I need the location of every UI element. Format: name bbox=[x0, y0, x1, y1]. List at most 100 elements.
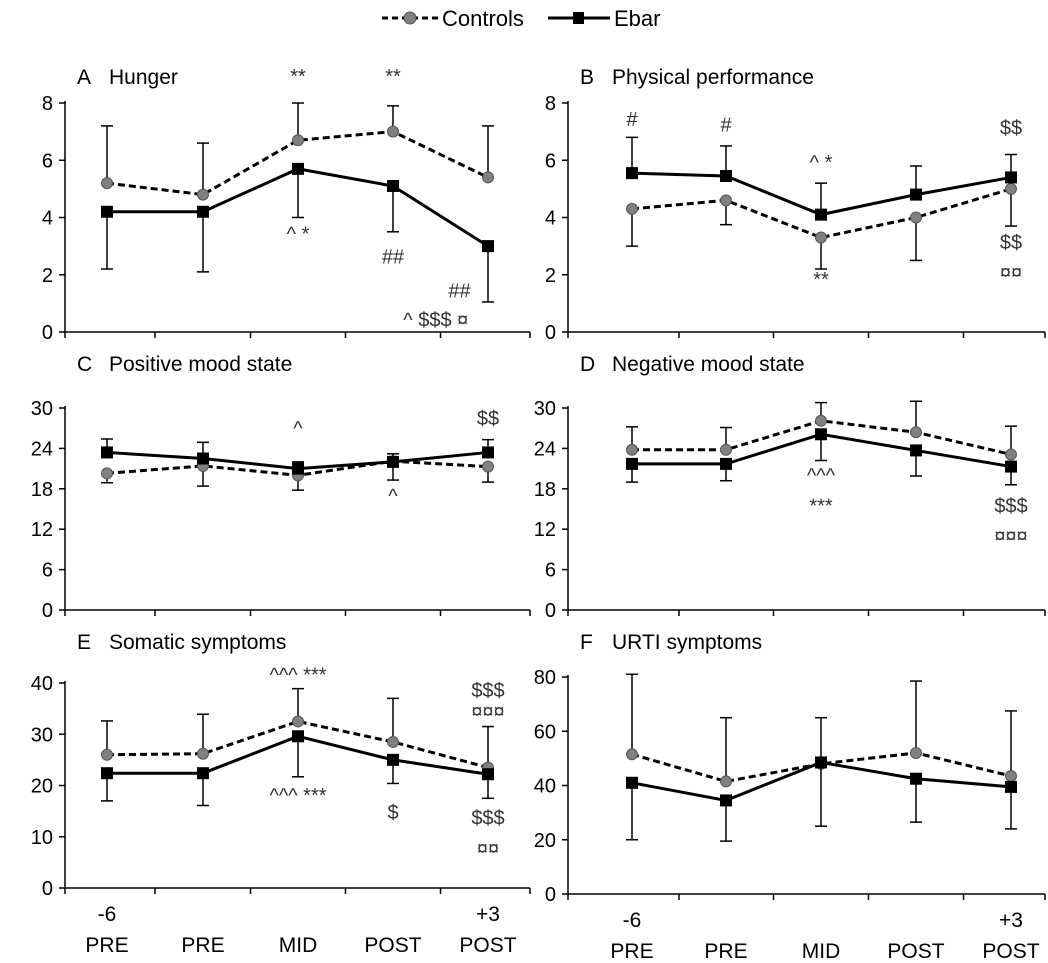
point-controls bbox=[197, 188, 209, 201]
significance-label: # bbox=[626, 109, 638, 131]
point-controls bbox=[482, 171, 494, 184]
point-ebar bbox=[292, 462, 304, 475]
y-tick-label: 0 bbox=[42, 600, 53, 622]
point-ebar bbox=[815, 428, 827, 441]
point-ebar bbox=[101, 767, 113, 780]
significance-label: ## bbox=[448, 281, 471, 303]
significance-label: ^ bbox=[293, 418, 303, 440]
panel-title: Positive mood state bbox=[109, 353, 292, 376]
x-tick-label-top: +3 bbox=[476, 903, 500, 926]
significance-label: $ bbox=[387, 802, 398, 824]
significance-label: ¤¤¤ bbox=[471, 701, 504, 723]
y-tick-label: 4 bbox=[42, 208, 53, 230]
point-ebar bbox=[626, 457, 638, 470]
point-controls bbox=[1005, 448, 1017, 461]
y-tick-label: 6 bbox=[42, 560, 53, 582]
panel-title: URTI symptoms bbox=[612, 631, 762, 654]
point-ebar bbox=[815, 208, 827, 221]
point-controls bbox=[1005, 182, 1017, 195]
panel-letter: A bbox=[77, 66, 91, 89]
point-ebar bbox=[910, 772, 922, 785]
significance-label: ** bbox=[813, 269, 829, 291]
x-tick-label: POST bbox=[364, 934, 421, 957]
significance-label: # bbox=[720, 115, 732, 137]
point-controls bbox=[720, 443, 732, 456]
legend: Controls Ebar bbox=[382, 6, 660, 31]
legend-ebar-label: Ebar bbox=[614, 6, 660, 31]
significance-label: $$ bbox=[477, 408, 499, 430]
point-controls bbox=[720, 775, 732, 788]
y-tick-label: 20 bbox=[31, 776, 53, 798]
series-controls bbox=[626, 400, 1017, 461]
point-ebar bbox=[292, 730, 304, 743]
panel-title: Negative mood state bbox=[612, 353, 805, 376]
y-tick-label: 6 bbox=[545, 560, 556, 582]
series-ebar bbox=[626, 428, 1017, 486]
panel-title: Physical performance bbox=[612, 66, 814, 89]
legend-controls-label: Controls bbox=[442, 6, 524, 31]
point-ebar bbox=[197, 205, 209, 218]
y-tick-label: 10 bbox=[31, 827, 53, 849]
point-ebar bbox=[387, 753, 399, 766]
significance-label: ^^^ *** bbox=[269, 785, 326, 807]
panel-letter: F bbox=[580, 631, 593, 654]
significance-label: ¤¤ bbox=[1000, 262, 1022, 284]
point-controls bbox=[101, 748, 113, 761]
y-tick-label: 0 bbox=[545, 600, 556, 622]
significance-label: ^^^ *** bbox=[269, 664, 326, 686]
x-tick-label-top: -6 bbox=[98, 903, 117, 926]
series-ebar bbox=[101, 730, 494, 807]
y-tick-label: 8 bbox=[42, 93, 53, 115]
panel-title: Hunger bbox=[109, 66, 178, 89]
series-ebar bbox=[101, 162, 494, 303]
panel-d: D Negative mood state 0 6 12 18 24 30 ^^^ *** $$$ ¤… bbox=[534, 353, 1046, 622]
y-tick-label: 40 bbox=[31, 673, 53, 695]
y-tick-label: 12 bbox=[31, 519, 53, 541]
point-ebar bbox=[720, 457, 732, 470]
point-ebar bbox=[815, 756, 827, 769]
point-controls bbox=[626, 748, 638, 761]
point-ebar bbox=[482, 240, 494, 253]
point-ebar bbox=[292, 162, 304, 175]
point-controls bbox=[910, 426, 922, 439]
significance-label: ## bbox=[382, 246, 405, 268]
x-tick-label: PRE bbox=[85, 934, 128, 957]
significance-label: *** bbox=[809, 495, 833, 517]
y-tick-label: 30 bbox=[31, 724, 53, 746]
y-tick-label: 18 bbox=[534, 479, 556, 501]
significance-label: ^ $$$ ¤ bbox=[403, 309, 468, 331]
point-controls bbox=[387, 735, 399, 748]
point-controls bbox=[482, 460, 494, 473]
legend-ebar-marker bbox=[573, 12, 584, 24]
point-controls bbox=[720, 194, 732, 207]
y-tick-label: 60 bbox=[534, 721, 556, 743]
y-tick-label: 40 bbox=[534, 776, 556, 798]
point-ebar bbox=[1005, 780, 1017, 793]
point-ebar bbox=[626, 776, 638, 789]
point-controls bbox=[292, 715, 304, 728]
point-controls bbox=[101, 467, 113, 480]
point-controls bbox=[815, 231, 827, 244]
significance-label: $$$ bbox=[471, 680, 504, 702]
point-ebar bbox=[482, 768, 494, 781]
point-ebar bbox=[910, 188, 922, 201]
series-controls bbox=[101, 102, 494, 201]
series-line-controls bbox=[106, 130, 489, 197]
x-tick-label: PRE bbox=[610, 940, 653, 963]
point-controls bbox=[1005, 770, 1017, 783]
x-tick-label-top: +3 bbox=[999, 909, 1023, 932]
significance-label: $$$ bbox=[471, 807, 504, 829]
series-ebar bbox=[101, 438, 494, 475]
y-tick-label: 6 bbox=[545, 150, 556, 172]
point-ebar bbox=[720, 794, 732, 807]
point-controls bbox=[910, 211, 922, 224]
significance-label: ¤¤¤ bbox=[994, 526, 1027, 548]
x-tick-label: POST bbox=[887, 940, 944, 963]
significance-label: ^^^ bbox=[807, 465, 836, 487]
significance-label: ¤¤ bbox=[477, 838, 499, 860]
x-tick-label: POST bbox=[982, 940, 1039, 963]
point-ebar bbox=[197, 452, 209, 465]
y-tick-label: 0 bbox=[42, 878, 53, 900]
